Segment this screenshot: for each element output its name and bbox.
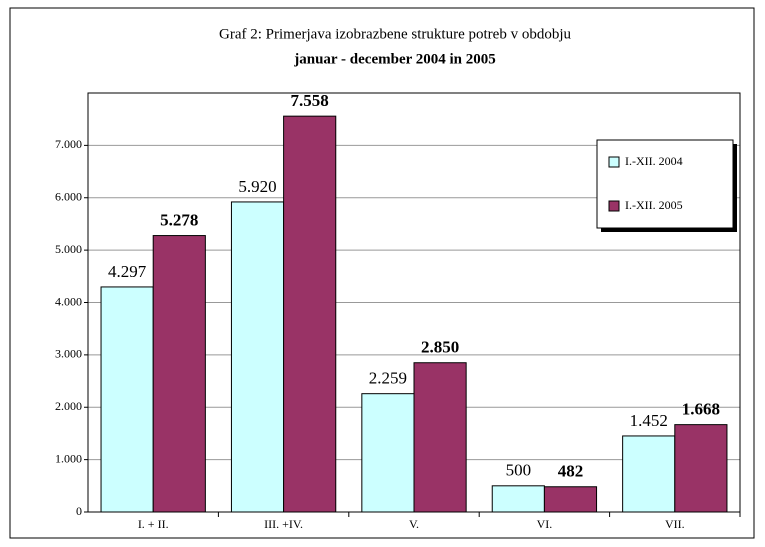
bar xyxy=(230,201,285,513)
y-tick-label: 0 xyxy=(76,504,82,518)
y-tick-label: 1.000 xyxy=(55,451,82,465)
chart-title: Graf 2: Primerjava izobrazbene strukture… xyxy=(219,26,571,42)
x-tick-label: VII. xyxy=(665,517,685,531)
legend-label: I.-XII. 2005 xyxy=(625,198,683,212)
y-tick-label: 4.000 xyxy=(55,294,82,308)
legend-swatch xyxy=(608,156,620,168)
data-label: 1.668 xyxy=(682,400,720,419)
bar xyxy=(491,485,545,513)
bar xyxy=(622,435,676,513)
x-tick-label: V. xyxy=(409,517,419,531)
data-label: 500 xyxy=(506,461,532,480)
bar xyxy=(361,393,415,513)
bar xyxy=(413,362,467,513)
data-label: 4.297 xyxy=(108,262,147,281)
x-tick-label: I. + II. xyxy=(138,517,169,531)
y-tick-label: 3.000 xyxy=(55,347,82,361)
bar xyxy=(283,115,337,513)
data-label: 5.278 xyxy=(160,210,198,229)
bar xyxy=(100,286,154,513)
data-label: 2.850 xyxy=(421,338,459,357)
y-tick-label: 2.000 xyxy=(55,399,82,413)
x-tick-label: III. +IV. xyxy=(264,517,303,531)
legend-label: I.-XII. 2004 xyxy=(625,154,683,168)
bar xyxy=(543,486,598,513)
chart-title: januar - december 2004 in 2005 xyxy=(293,51,496,67)
legend xyxy=(596,139,734,229)
data-label: 482 xyxy=(558,462,584,481)
y-tick-label: 5.000 xyxy=(55,242,82,256)
data-label: 5.920 xyxy=(238,177,276,196)
y-tick-label: 7.000 xyxy=(55,137,82,151)
bar xyxy=(152,235,206,513)
y-tick-label: 6.000 xyxy=(55,190,82,204)
data-label: 2.259 xyxy=(369,369,407,388)
legend-swatch xyxy=(608,200,620,212)
bar xyxy=(674,424,728,513)
x-tick-label: VI. xyxy=(537,517,553,531)
data-label: 7.558 xyxy=(291,91,329,110)
data-label: 1.452 xyxy=(630,411,668,430)
